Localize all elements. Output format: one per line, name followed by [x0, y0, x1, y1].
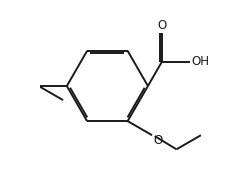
Text: O: O — [158, 19, 167, 33]
Text: OH: OH — [192, 55, 210, 68]
Text: O: O — [153, 134, 162, 147]
